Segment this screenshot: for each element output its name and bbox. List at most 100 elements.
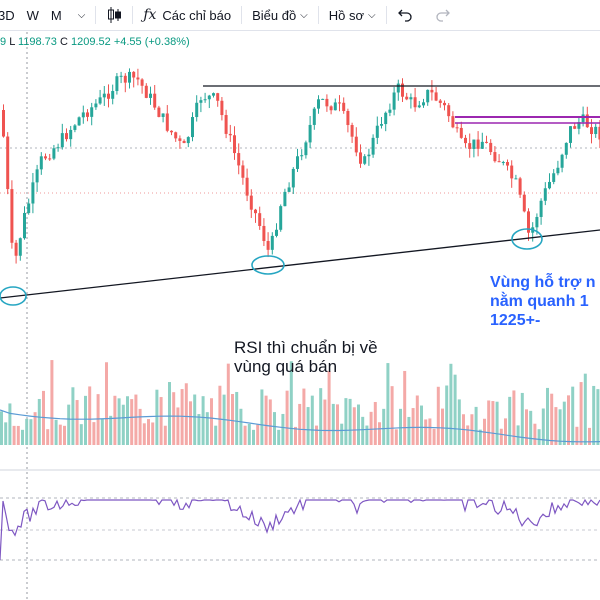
- candle-body: [65, 133, 68, 140]
- volume-bar: [348, 398, 352, 445]
- candle-body: [128, 71, 131, 83]
- volume-bar: [155, 389, 159, 445]
- volume-bar: [79, 424, 83, 445]
- toolbar-divider: [317, 6, 319, 24]
- volume-bar: [117, 398, 121, 445]
- profile-menu-button[interactable]: Hồ sơ ⌵: [323, 0, 382, 30]
- interval-dropdown-button[interactable]: ⌵: [68, 0, 92, 30]
- candle-body: [375, 125, 379, 138]
- chevron-down-icon: ⌵: [368, 9, 376, 21]
- volume-bar: [415, 395, 419, 445]
- volume-bar: [336, 404, 339, 445]
- candle-body: [86, 112, 89, 117]
- volume-bar: [33, 412, 37, 445]
- volume-bar: [37, 398, 41, 445]
- candle-body: [438, 100, 442, 103]
- volume-bar: [231, 394, 234, 445]
- candle-body: [262, 225, 266, 242]
- candle-body: [254, 209, 257, 214]
- volume-bar: [214, 425, 218, 445]
- low-highlight-circle: [251, 255, 285, 275]
- chart-menu-button[interactable]: Biểu đồ ⌵: [246, 0, 314, 30]
- candle-body: [325, 98, 329, 107]
- candle-body: [241, 165, 245, 178]
- candle-body: [56, 147, 60, 149]
- low-value: 1198.73: [17, 36, 57, 48]
- volume-bar: [168, 382, 171, 445]
- candle-body: [514, 178, 518, 180]
- candle-body: [27, 203, 31, 213]
- rsi-annotation-line1: RSI thì chuẩn bị về: [234, 338, 378, 357]
- volume-bar: [151, 422, 155, 445]
- chart-type-button[interactable]: [100, 0, 128, 30]
- candle-body: [527, 211, 530, 233]
- volume-bar: [504, 418, 507, 445]
- candle-body: [384, 112, 388, 125]
- candle-body: [493, 152, 497, 162]
- candle-body: [363, 156, 367, 164]
- candle-body: [140, 79, 144, 86]
- candle-body: [552, 173, 556, 182]
- volume-bar: [75, 400, 79, 445]
- candle-body: [31, 182, 35, 204]
- volume-bar: [84, 395, 87, 445]
- candle-body: [182, 140, 186, 144]
- volume-bar: [508, 396, 512, 445]
- candle-body: [405, 96, 409, 100]
- volume-bar: [252, 429, 255, 445]
- volume-bar: [441, 408, 444, 445]
- volume-bar: [113, 395, 117, 445]
- volume-bar: [63, 425, 66, 445]
- interval-week-button[interactable]: W: [21, 0, 45, 30]
- close-value: 1209.52: [71, 36, 111, 48]
- volume-bar: [96, 394, 100, 445]
- candle-body: [480, 141, 484, 149]
- interval-3d-button[interactable]: 3D: [0, 0, 21, 30]
- volume-bar: [319, 388, 323, 445]
- volume-bar: [474, 406, 478, 445]
- volume-bar: [344, 398, 348, 445]
- rsi-annotation-line2: vùng quá bán: [234, 357, 338, 376]
- volume-bar: [390, 386, 394, 445]
- redo-button[interactable]: [429, 0, 457, 30]
- undo-button[interactable]: [391, 0, 419, 30]
- candle-body: [522, 194, 526, 212]
- volume-bar: [0, 411, 3, 445]
- interval-month-label: M: [50, 7, 62, 23]
- volume-bar: [558, 409, 562, 445]
- candle-body: [308, 124, 312, 143]
- candle-body: [153, 93, 157, 108]
- candle-body: [245, 177, 249, 196]
- volume-bar: [495, 401, 499, 445]
- volume-bar: [16, 425, 20, 445]
- volume-bar: [394, 429, 398, 445]
- candle-body: [237, 153, 241, 166]
- candle-body: [203, 99, 207, 101]
- volume-bar: [273, 412, 276, 445]
- candle-body: [359, 152, 362, 164]
- volume-bar: [172, 392, 176, 445]
- volume-bar: [260, 389, 264, 445]
- volume-bar: [588, 427, 591, 445]
- candle-body: [350, 125, 354, 137]
- volume-bar: [130, 399, 134, 445]
- top-toolbar: 3D W M ⌵ ƒx Các chỉ báo Biểu đồ ⌵ Hồ sơ …: [0, 0, 600, 31]
- candle-body: [434, 92, 438, 101]
- candle-body: [132, 71, 136, 78]
- undo-icon: [397, 8, 413, 22]
- volume-bar: [491, 401, 495, 445]
- candle-body: [518, 178, 522, 195]
- candle-body: [136, 77, 140, 80]
- volume-bar: [226, 363, 230, 445]
- indicators-button[interactable]: ƒx Các chỉ báo: [137, 0, 237, 30]
- candle-body: [564, 142, 568, 155]
- candle-body: [2, 110, 5, 137]
- candle-body: [585, 114, 589, 128]
- volume-bar: [327, 371, 331, 445]
- interval-month-button[interactable]: M: [45, 0, 68, 30]
- volume-bar: [256, 424, 260, 445]
- volume-bar: [54, 419, 58, 445]
- candle-body: [233, 135, 236, 154]
- candle-body: [312, 108, 316, 125]
